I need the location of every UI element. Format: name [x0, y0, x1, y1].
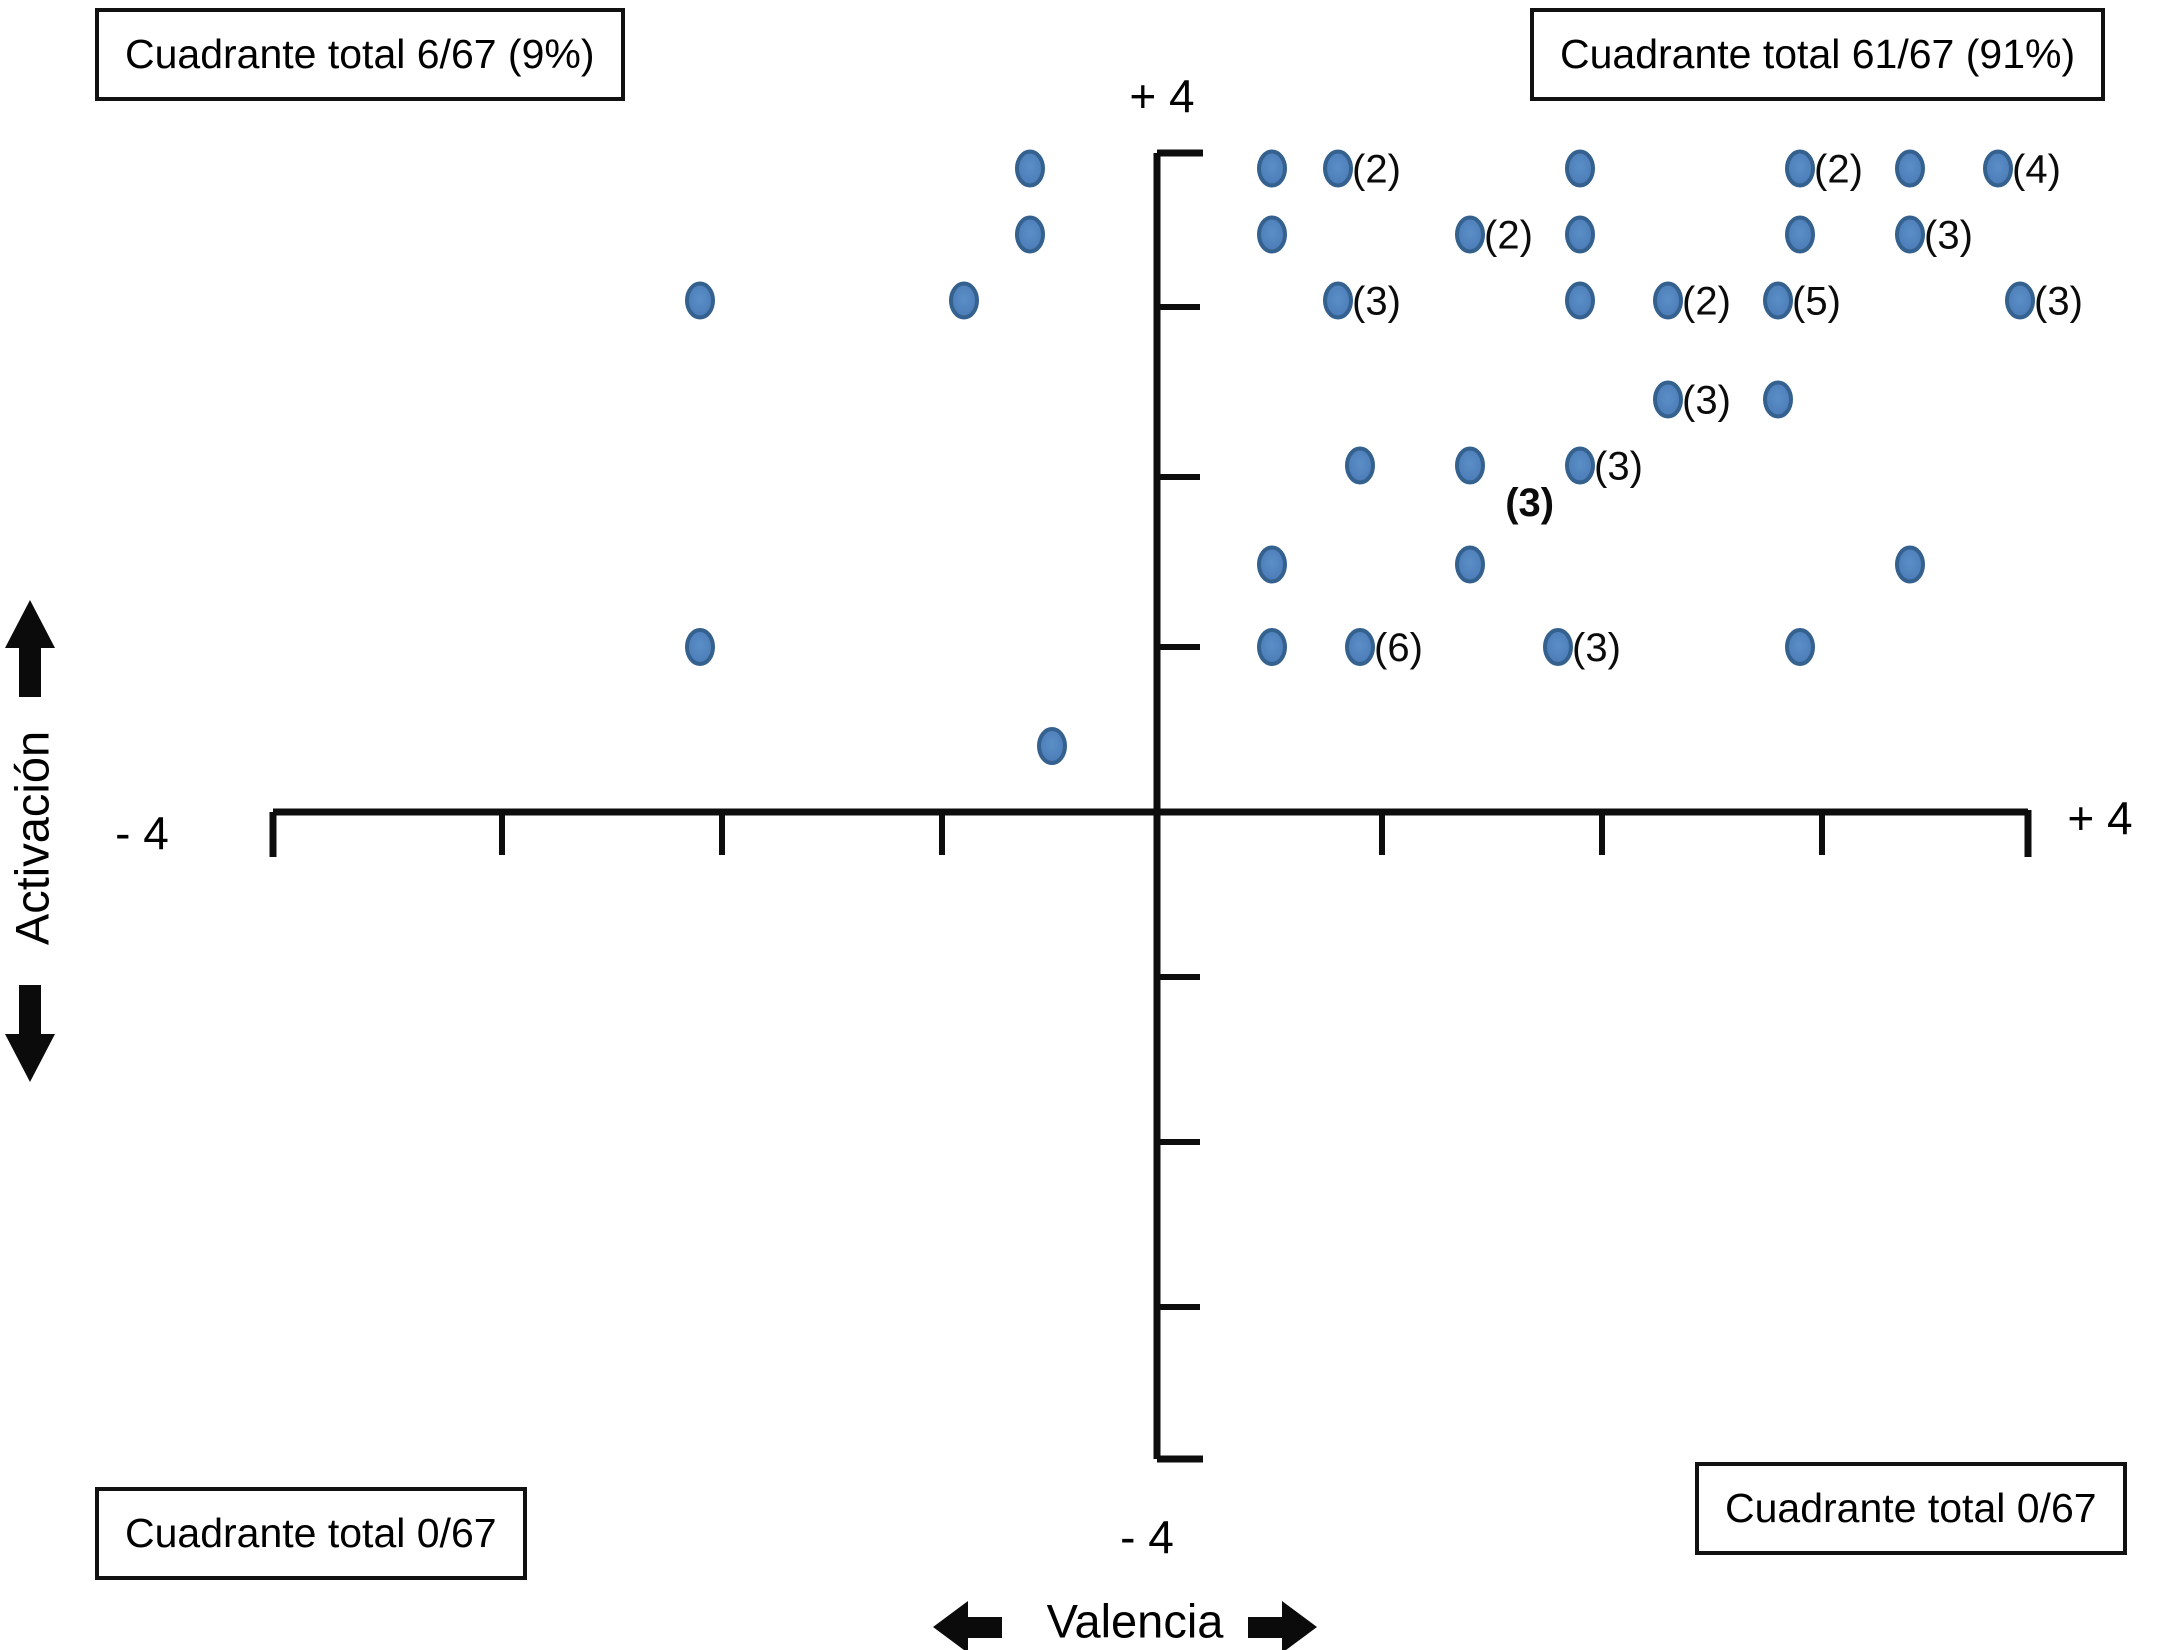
data-point — [1455, 545, 1485, 584]
x-axis-title: Valencia — [1046, 1594, 1224, 1648]
data-point — [1565, 149, 1595, 188]
data-point — [1565, 281, 1595, 320]
count-label: (3) — [2034, 280, 2083, 324]
data-point — [2005, 281, 2035, 320]
data-point — [1895, 545, 1925, 584]
arrow-up-icon — [5, 600, 55, 697]
count-label: (2) — [1814, 148, 1863, 192]
quadrant-total-box-bottom-left: Cuadrante total 0/67 — [95, 1487, 527, 1580]
data-point — [1015, 215, 1045, 254]
data-point — [685, 628, 715, 666]
quadrant-total-box-top-left: Cuadrante total 6/67 (9%) — [95, 8, 625, 101]
x-axis — [269, 808, 2032, 857]
count-label: (2) — [1682, 280, 1731, 324]
data-point — [1565, 446, 1595, 485]
data-point — [1895, 215, 1925, 254]
count-label: (6) — [1374, 626, 1423, 670]
data-point — [1015, 149, 1045, 188]
arrow-down-icon — [5, 985, 55, 1082]
data-point — [949, 281, 979, 320]
x-axis-max-label: + 4 — [2067, 792, 2133, 844]
data-point — [1763, 380, 1793, 419]
count-label: (3) — [1594, 445, 1643, 489]
data-point — [1037, 727, 1067, 765]
y-axis — [1153, 149, 1203, 1463]
data-point — [1983, 149, 2013, 188]
data-point — [1895, 149, 1925, 188]
y-axis-max-label: + 4 — [1129, 70, 1195, 122]
data-point — [1785, 215, 1815, 254]
data-point — [1565, 215, 1595, 254]
data-point — [1323, 281, 1353, 320]
data-point — [1763, 281, 1793, 320]
y-axis-ticks — [1157, 304, 1200, 1310]
data-point — [1345, 446, 1375, 485]
count-label: (2) — [1352, 148, 1401, 192]
data-point — [685, 281, 715, 320]
data-point — [1653, 281, 1683, 320]
count-label: (3) — [1682, 379, 1731, 423]
count-label: (5) — [1792, 280, 1841, 324]
x-axis-ticks — [499, 812, 1825, 855]
data-point — [1455, 446, 1485, 485]
count-label: (3) — [1924, 214, 1973, 258]
y-axis-min-label: - 4 — [1120, 1511, 1174, 1563]
data-point — [1543, 628, 1573, 666]
data-point — [1257, 149, 1287, 188]
count-label: (3) — [1572, 626, 1621, 670]
count-label: (4) — [2012, 148, 2061, 192]
count-label: (2) — [1484, 214, 1533, 258]
floating-count-label: (3) — [1505, 481, 1554, 525]
x-axis-direction-arrows — [933, 1601, 1317, 1650]
arrow-left-icon — [933, 1601, 1002, 1650]
count-label: (3) — [1352, 280, 1401, 324]
data-point — [1323, 149, 1353, 188]
quadrant-total-box-top-right: Cuadrante total 61/67 (91%) — [1530, 8, 2106, 101]
data-point — [1785, 628, 1815, 666]
data-points-layer: (2) (2) (4) (2) (3) (3) (2) (5) (3) (3) (3) (6) (3… — [685, 148, 2083, 765]
data-point — [1455, 215, 1485, 254]
x-axis-min-label: - 4 — [115, 807, 169, 859]
arrow-right-icon — [1248, 1601, 1317, 1650]
data-point — [1345, 628, 1375, 666]
y-axis-direction-arrows — [5, 600, 55, 1082]
data-point — [1257, 628, 1287, 666]
data-point — [1653, 380, 1683, 419]
data-point — [1785, 149, 1815, 188]
data-point — [1257, 545, 1287, 584]
quadrant-total-box-bottom-right: Cuadrante total 0/67 — [1695, 1462, 2127, 1555]
data-point — [1257, 215, 1287, 254]
